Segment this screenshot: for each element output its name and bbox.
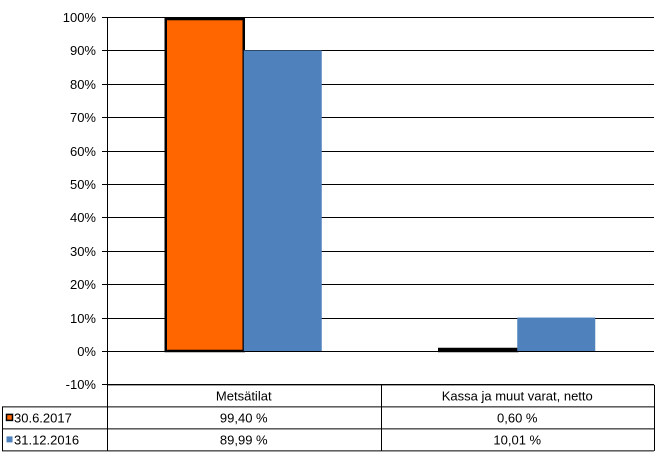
y-tick-label: 70% xyxy=(70,110,96,125)
y-tick-label: 0% xyxy=(77,344,96,359)
y-tick-label: 40% xyxy=(70,210,96,225)
y-tick-label: 90% xyxy=(70,43,96,58)
legend-key-1 xyxy=(5,413,14,422)
y-tick-label: 80% xyxy=(70,77,96,92)
y-tick-label: 50% xyxy=(70,177,96,192)
bar-series-2-1 xyxy=(517,317,596,351)
category-label: Kassa ja muut varat, netto xyxy=(442,388,593,403)
data-label: 99,40 % xyxy=(220,410,268,425)
y-tick-label: 30% xyxy=(70,244,96,259)
category-label: Metsätilat xyxy=(216,388,272,403)
y-tick-label: 100% xyxy=(63,10,97,25)
y-tick-label: 60% xyxy=(70,144,96,159)
bar-series-1-1 xyxy=(438,347,519,353)
data-label: 10,01 % xyxy=(493,432,541,447)
y-tick-label: -10% xyxy=(66,377,97,392)
series-name: 31.12.2016 xyxy=(14,432,79,447)
legend-key-2 xyxy=(6,436,13,443)
series-name: 30.6.2017 xyxy=(14,410,72,425)
y-tick-label: 20% xyxy=(70,277,96,292)
data-label: 89,99 % xyxy=(220,432,268,447)
bar-series-2-0 xyxy=(243,50,322,351)
y-tick-label: 10% xyxy=(70,311,96,326)
data-label: 0,60 % xyxy=(497,410,538,425)
bar-series-1-0 xyxy=(164,17,245,353)
